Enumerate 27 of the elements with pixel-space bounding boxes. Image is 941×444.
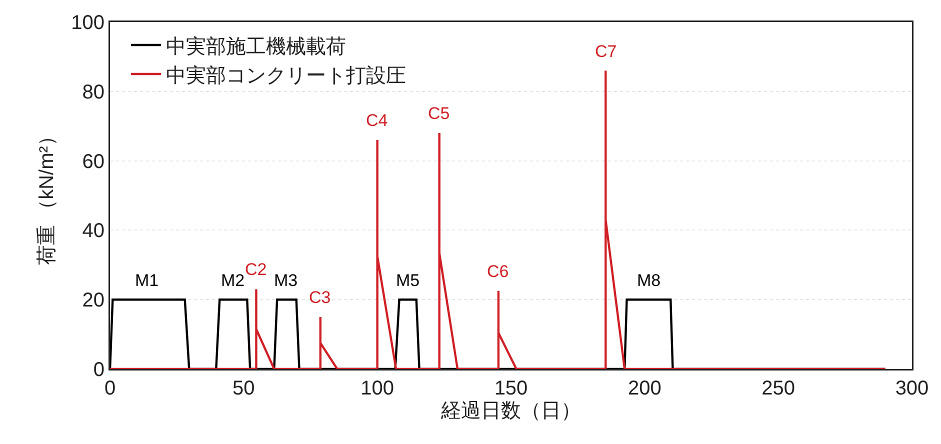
annotation: C3 bbox=[309, 288, 331, 307]
annotation: M5 bbox=[396, 271, 420, 290]
annotation: C6 bbox=[487, 262, 509, 281]
y-axis-title: 荷重 （kN/m²） bbox=[36, 126, 58, 265]
legend-label: 中実部施工機械載荷 bbox=[166, 34, 346, 58]
x-tick-label: 50 bbox=[232, 378, 255, 400]
x-tick-label: 300 bbox=[895, 378, 929, 400]
x-tick-label: 250 bbox=[762, 378, 796, 400]
annotation: C7 bbox=[595, 42, 617, 61]
y-tick-label: 60 bbox=[82, 150, 104, 173]
y-tick-label: 0 bbox=[93, 359, 104, 381]
annotation: M8 bbox=[637, 271, 661, 290]
x-tick-label: 200 bbox=[628, 378, 662, 400]
annotation: M2 bbox=[221, 271, 245, 290]
y-tick-label: 20 bbox=[82, 290, 104, 312]
annotation: C2 bbox=[245, 260, 267, 279]
y-tick-label: 40 bbox=[82, 220, 104, 242]
legend-label: 中実部コンクリート打設圧 bbox=[166, 64, 406, 87]
annotation: C4 bbox=[366, 111, 388, 130]
annotation: C5 bbox=[428, 104, 450, 123]
y-tick-label: 80 bbox=[82, 81, 104, 104]
x-axis-title: 経過日数（日） bbox=[440, 400, 581, 422]
x-tick-label: 100 bbox=[360, 378, 394, 400]
x-tick-label: 150 bbox=[494, 378, 528, 400]
annotation: M1 bbox=[135, 271, 159, 290]
y-tick-label: 100 bbox=[71, 12, 104, 34]
annotation: M3 bbox=[274, 271, 298, 290]
